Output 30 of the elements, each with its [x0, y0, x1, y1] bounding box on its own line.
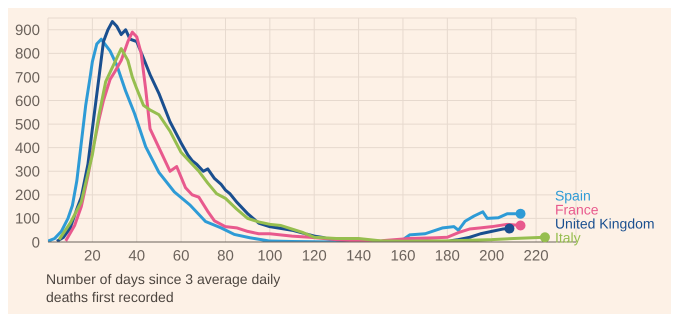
x-tick-label: 140	[346, 248, 372, 265]
x-tick-label: 180	[434, 248, 460, 265]
text: Spain	[554, 187, 591, 204]
x-tick-label: 80	[217, 248, 234, 265]
x-axis-title: Number of days since 3 average daily deaths first recorded	[46, 270, 282, 306]
x-tick-label: 100	[257, 248, 282, 265]
x-tick-label: 120	[302, 248, 327, 265]
point	[504, 224, 514, 234]
x-tick-label: 60	[172, 248, 190, 265]
y-tick-label: 400	[14, 140, 40, 158]
y-tick-label: 200	[14, 187, 40, 204]
y-tick-label: 500	[14, 116, 40, 134]
y-tick-label: 600	[14, 92, 40, 110]
point	[540, 232, 550, 242]
series-label: Italy	[554, 229, 581, 246]
x-tick-label: 200	[479, 248, 504, 265]
y-tick-label: 900	[14, 22, 40, 40]
text: France	[554, 201, 599, 218]
y-tick-label: 800	[14, 46, 40, 63]
y-tick-label: 0	[32, 234, 40, 252]
x-tick-label: 40	[128, 248, 146, 265]
point	[516, 220, 526, 230]
x-tick-label: 20	[84, 248, 101, 265]
x-tick-label: 220	[524, 248, 549, 265]
y-tick-label: 100	[14, 210, 40, 228]
point	[516, 208, 526, 219]
text: United Kingdom	[554, 215, 655, 232]
y-tick-label: 700	[14, 69, 40, 86]
y-tick-label: 300	[14, 164, 40, 181]
x-tick-label: 160	[390, 248, 416, 265]
